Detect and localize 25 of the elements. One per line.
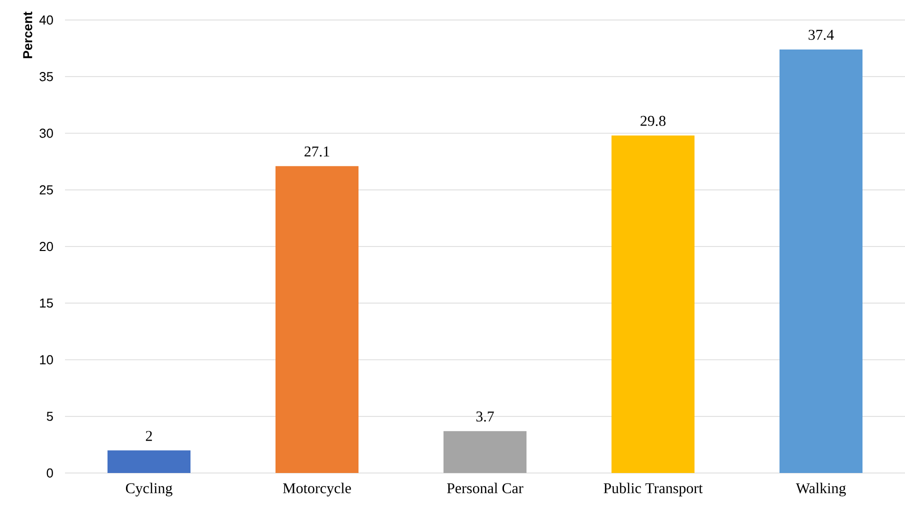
bar (276, 166, 359, 473)
x-tick-label: Motorcycle (283, 482, 351, 496)
x-tick-label: Cycling (126, 482, 172, 496)
y-tick-label: 10 (40, 355, 53, 364)
bar (108, 450, 190, 473)
data-label: 27.1 (304, 146, 330, 157)
x-tick-label: Public Transport (604, 482, 703, 496)
x-tick-label: Walking (796, 482, 846, 496)
y-tick-label: 20 (40, 242, 53, 252)
x-tick-label: Personal Car (447, 482, 524, 494)
bar (780, 49, 863, 473)
y-tick-label: 40 (39, 15, 53, 25)
data-label: 37.4 (808, 30, 834, 40)
y-tick-label: 0 (46, 468, 53, 478)
y-tick-label: 15 (40, 298, 53, 308)
data-label: 29.8 (640, 116, 666, 126)
data-label: 2 (146, 430, 152, 441)
data-label: 3.7 (476, 411, 494, 422)
y-axis-title: Percent (23, 12, 32, 58)
y-tick-label: 25 (40, 185, 53, 194)
y-tick-label: 35 (40, 72, 53, 82)
y-tick-label: 5 (46, 412, 53, 421)
bar (444, 431, 527, 473)
y-tick-label: 30 (40, 128, 53, 138)
bar (612, 136, 695, 473)
